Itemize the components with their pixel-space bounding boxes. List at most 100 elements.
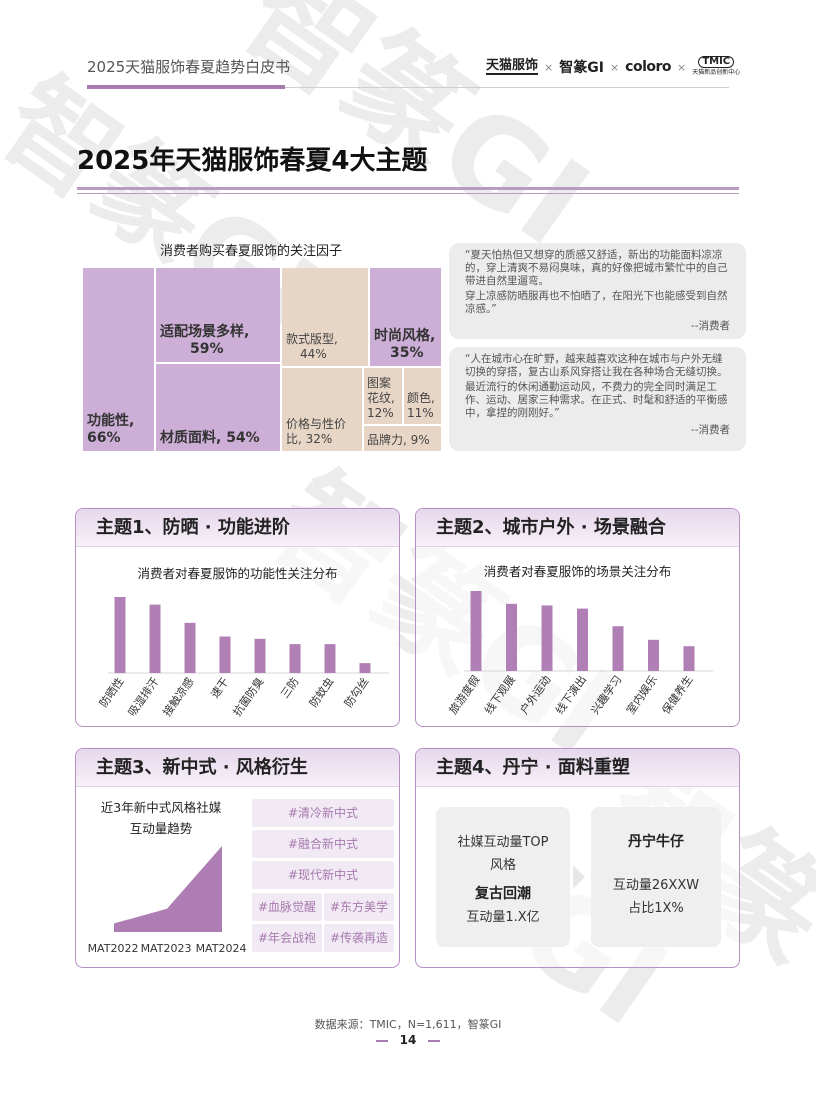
treemap-cell-fashion: 时尚风格, 35% (370, 268, 441, 366)
theme-panel-title: 主题4、丹宁 · 面料重塑 (416, 749, 739, 787)
x-tick-label: 接触凉感 (160, 675, 197, 719)
chart-bar (359, 663, 371, 673)
treemap-cell-label: 款式版型, (286, 332, 338, 346)
title-rule (77, 187, 739, 190)
x-tick-label: 三防 (277, 675, 301, 701)
theme-panel-title: 主题1、防晒 · 功能进阶 (76, 509, 399, 547)
theme-panel-1: 主题1、防晒 · 功能进阶 消费者对春夏服饰的功能性关注分布 防晒性 吸湿排汗 接触… (75, 508, 400, 727)
tmic-logo: TMIC 天猫新品创新中心 (692, 56, 740, 78)
treemap-cell-value: 59% (190, 341, 224, 357)
theme-panel-2: 主题2、城市户外 · 场景融合 消费者对春夏服饰的场景关注分布 旅游度假 线下观展… (415, 508, 740, 727)
treemap-cell-label: 品牌力, 9% (367, 433, 430, 447)
treemap-cell-functionality: 功能性, 66% (83, 268, 154, 451)
card-text: 风格 (489, 858, 516, 873)
treemap-cell-label: 适配场景多样, (160, 324, 250, 340)
treemap-cell-label: 材质面料, 54% (160, 430, 260, 446)
chart-title-line: 互动量趋势 (129, 821, 193, 836)
quote-signature: --消费者 (690, 424, 730, 436)
coloro-logo: coloro (625, 59, 672, 75)
chart-bar (470, 591, 482, 671)
data-source-note: 数据来源：TMIC，N=1,611，智篆GI (314, 1018, 502, 1031)
chart-bar (254, 638, 266, 673)
consumer-quote-card: “人在城市心在旷野，越来越喜欢这种在城市与户外无缝切换的穿搭，复古山系风穿搭让我… (449, 347, 746, 451)
treemap-cell-value: 35% (390, 345, 424, 361)
new-chinese-style-area-chart: MAT2022 MAT2023 MAT2024 (88, 846, 246, 955)
x-tick-label: 室内娱乐 (623, 673, 660, 717)
quote-signature: --消费者 (690, 320, 730, 332)
card-text: 互动量26XXW (612, 878, 700, 893)
style-tag: #融合新中式 (252, 830, 394, 858)
arrow-right-icon (573, 865, 585, 889)
chart-title: 近3年新中式风格社媒 互动量趋势 (76, 797, 246, 839)
scene-bar-chart: 旅游度假 线下观展 户外运动 线下演出 兴趣学习 室内娱乐 保健养生 (446, 591, 713, 717)
x-tick-label: 旅游度假 (446, 673, 483, 717)
chart-bar (184, 622, 196, 673)
consumer-quote-card: “夏天怕热但又想穿的质感又舒适，新出的功能面料凉凉的，穿上清爽不易闷臭味，真的好… (449, 243, 746, 339)
x-tick-label: MAT2024 (196, 942, 246, 955)
denim-card: 丹宁牛仔 互动量26XXW 占比1X% (591, 807, 721, 947)
chart-bar (506, 603, 517, 671)
chart-bar (612, 626, 624, 671)
x-tick-label: 户外运动 (517, 673, 554, 717)
treemap-cell-value: 66% (87, 430, 121, 446)
chart-bar (683, 646, 695, 671)
treemap-cell-label: 图案 (367, 376, 392, 390)
style-tag: #东方美学 (324, 893, 394, 921)
chart-title-line: 近3年新中式风格社媒 (100, 800, 222, 815)
treemap-cell-value: 44% (300, 347, 327, 361)
partner-logos: 天猫服饰 × 智篆GI × coloro × TMIC 天猫新品创新中心 (486, 52, 740, 82)
x-tick-label: 防勾丝 (341, 675, 371, 710)
treemap-title: 消费者购买春夏服饰的关注因子 (160, 244, 343, 259)
logo-separator: × (544, 60, 554, 74)
title-rule (77, 193, 739, 194)
chart-area (114, 846, 222, 932)
treemap-cell-label: 颜色, (407, 391, 435, 405)
page-number-dash (376, 1040, 388, 1042)
x-tick-label: 吸湿排汗 (125, 675, 162, 719)
header-rule (87, 87, 729, 88)
theme-panel-4: 主题4、丹宁 · 面料重塑 社媒互动量TOP 风格 复古回潮 互动量1.X亿 丹… (415, 748, 740, 968)
treemap-cell-value: 比, 32% (286, 432, 333, 446)
theme-panel-3: 主题3、新中式 · 风格衍生 近3年新中式风格社媒 互动量趋势 MAT2022 M… (75, 748, 400, 968)
chart-bar (541, 605, 553, 671)
x-tick-label: 线下观展 (481, 673, 518, 717)
logo-separator: × (609, 60, 620, 74)
x-tick-label: 抗菌防臭 (230, 675, 267, 719)
functionality-bar-chart: 防晒性 吸湿排汗 接触凉感 速干 抗菌防臭 三防 防蚊虫 防勾丝 (96, 597, 389, 719)
style-tag: #现代新中式 (252, 861, 394, 889)
tmall-fashion-logo: 天猫服饰 (486, 58, 539, 75)
x-tick-label: 保健养生 (659, 673, 696, 717)
x-tick-label: MAT2022 (88, 942, 139, 955)
treemap-cell-value: 11% (407, 406, 434, 420)
document-title: 2025天猫服饰春夏趋势白皮书 (87, 58, 291, 76)
chart-bar (648, 639, 659, 671)
card-highlight: 丹宁牛仔 (628, 834, 684, 850)
treemap-cell-material: 材质面料, 54% (156, 364, 280, 451)
x-tick-label: 防晒性 (96, 675, 126, 710)
treemap-cell-color: 颜色, 11% (404, 368, 441, 424)
x-tick-label: 防蚊虫 (306, 675, 336, 710)
x-tick-label: 线下演出 (552, 673, 589, 717)
page-title: 2025年天猫服饰春夏4大主题 (77, 146, 428, 176)
chart-bar (114, 597, 126, 673)
chart-bar (149, 604, 161, 673)
treemap-cell-price: 价格与性价 比, 32% (282, 368, 362, 451)
zhizhuan-logo: 智篆GI (559, 60, 604, 76)
quote-text: “人在城市心在旷野，越来越喜欢这种在城市与户外无缝切换的穿搭，复古山系风穿搭让我… (465, 353, 728, 378)
card-highlight: 复古回潮 (475, 886, 531, 902)
x-tick-label: 速干 (208, 675, 231, 700)
page-number-dash (428, 1040, 440, 1042)
logo-separator: × (677, 60, 687, 74)
style-tag: #年会战袍 (252, 924, 322, 952)
treemap-cell-label: 功能性, (87, 413, 135, 429)
page-number: 14 (399, 1033, 417, 1047)
theme-panel-title: 主题3、新中式 · 风格衍生 (76, 749, 399, 787)
treemap-cell-scenes: 适配场景多样, 59% (156, 268, 280, 362)
theme-panel-title: 主题2、城市户外 · 场景融合 (416, 509, 739, 547)
style-tag: #清冷新中式 (252, 799, 394, 827)
card-text: 互动量1.X亿 (466, 910, 540, 925)
tmic-logo-subtitle: 天猫新品创新中心 (692, 69, 741, 76)
top-style-card: 社媒互动量TOP 风格 复古回潮 互动量1.X亿 (436, 807, 570, 947)
card-text: 社媒互动量TOP (457, 835, 549, 850)
quote-text: 穿上凉感防晒服再也不怕晒了，在阳光下也能感受到自然凉感。” (465, 290, 728, 315)
